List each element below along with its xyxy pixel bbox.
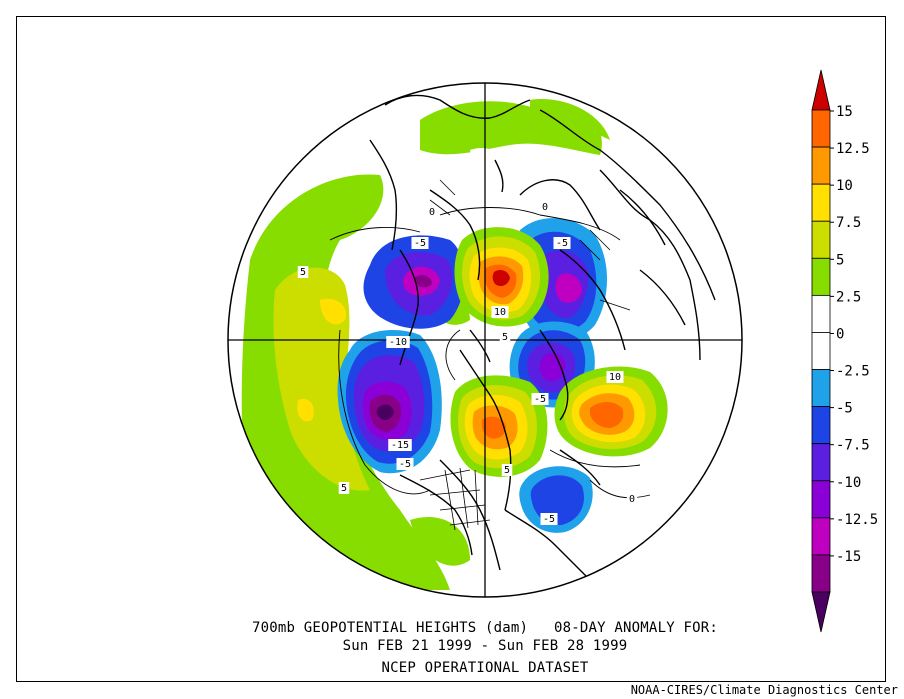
svg-text:-5: -5 — [543, 514, 555, 525]
colorbar-bin — [811, 554, 831, 593]
contour-label: -5 — [540, 513, 558, 525]
colorbar-bin — [811, 257, 831, 296]
contour-label: 5 — [297, 266, 309, 278]
svg-text:0: 0 — [629, 494, 635, 505]
svg-text:0: 0 — [542, 202, 548, 213]
colorbar-label: -2.5 — [836, 364, 870, 380]
coastlines — [369, 94, 716, 581]
anomaly-field — [228, 83, 742, 597]
contour-label: -5 — [396, 458, 414, 470]
svg-text:-5: -5 — [414, 238, 426, 249]
caption-title: 700mb GEOPOTENTIAL HEIGHTS (dam) 08-DAY … — [252, 620, 718, 636]
colorbar-label: -15 — [836, 549, 861, 565]
colorbar-label: 7.5 — [836, 215, 861, 231]
svg-text:-5: -5 — [556, 238, 568, 249]
colorbar-label: -10 — [836, 475, 861, 491]
svg-text:10: 10 — [494, 307, 506, 318]
contour-label: -5 — [531, 393, 549, 405]
contour-label: -10 — [386, 336, 410, 348]
contour-label: 10 — [491, 306, 509, 318]
plot-frame — [16, 16, 886, 682]
political-borders — [419, 179, 631, 531]
colorbar-bin — [811, 69, 831, 111]
svg-text:5: 5 — [300, 267, 306, 278]
svg-text:10: 10 — [609, 372, 621, 383]
contour-label: 10 — [606, 371, 624, 383]
colorbar-bin — [811, 183, 831, 222]
colorbar-bin — [811, 480, 831, 519]
colorbar-label: 2.5 — [836, 289, 861, 305]
caption-dataset: NCEP OPERATIONAL DATASET — [381, 660, 589, 676]
colorbar-bin — [811, 369, 831, 408]
colorbar-bin — [811, 591, 831, 633]
colorbar-label: 0 — [836, 326, 844, 342]
colorbar-label: 10 — [836, 178, 853, 194]
colorbar: 15 12.5 10 7.5 5 2.5 0 -2.5 -5 -7.5 -10 -12.5 -15 — [811, 69, 878, 633]
contour-label: 0 — [426, 206, 438, 218]
contour-label: -15 — [388, 439, 412, 451]
colorbar-bin — [811, 406, 831, 445]
colorbar-bin — [811, 146, 831, 185]
svg-text:-5: -5 — [399, 459, 411, 470]
colorbar-label: -12.5 — [836, 512, 878, 528]
colorbar-label: 5 — [836, 252, 844, 268]
colorbar-bin — [811, 220, 831, 259]
contour-label: -5 — [553, 237, 571, 249]
contour-label: 5 — [499, 331, 511, 343]
svg-text:5: 5 — [502, 332, 508, 343]
svg-text:5: 5 — [504, 465, 510, 476]
colorbar-bin — [811, 517, 831, 556]
svg-text:-10: -10 — [389, 337, 407, 348]
colorbar-label: 12.5 — [836, 141, 870, 157]
contour-label: 5 — [501, 464, 513, 476]
contour-label: 5 — [338, 482, 350, 494]
credit-text: NOAA-CIRES/Climate Diagnostics Center — [630, 683, 898, 697]
colorbar-label: -7.5 — [836, 438, 870, 454]
contour-label: 0 — [626, 493, 638, 505]
svg-text:5: 5 — [341, 483, 347, 494]
colorbar-bin — [811, 109, 831, 148]
graticule — [228, 83, 742, 597]
contour-lines — [329, 207, 651, 499]
contour-label: 0 — [539, 201, 551, 213]
map-boundary — [227, 82, 743, 598]
caption-dates: Sun FEB 21 1999 - Sun FEB 28 1999 — [342, 638, 628, 654]
colorbar-label: 15 — [836, 104, 853, 120]
svg-text:0: 0 — [429, 207, 435, 218]
svg-text:-5: -5 — [534, 394, 546, 405]
colorbar-bin — [811, 443, 831, 482]
colorbar-label: -5 — [836, 401, 853, 417]
colorbar-bin — [811, 294, 831, 333]
contour-label: -5 — [411, 237, 429, 249]
colorbar-bin — [811, 332, 831, 370]
svg-text:-15: -15 — [391, 440, 409, 451]
